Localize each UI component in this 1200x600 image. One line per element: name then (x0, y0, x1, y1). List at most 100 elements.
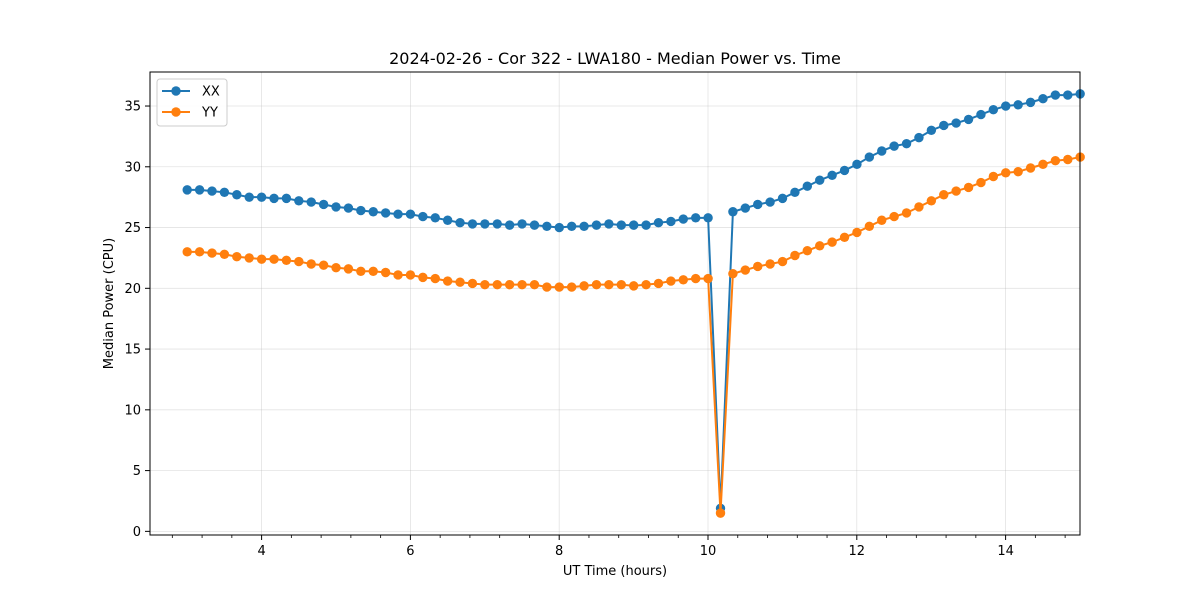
x-tick-label: 6 (406, 544, 414, 559)
data-point (802, 181, 813, 191)
data-point (256, 254, 267, 264)
data-point (380, 208, 391, 218)
data-point (1025, 163, 1036, 173)
data-point (207, 248, 217, 258)
data-point (269, 254, 279, 264)
y-tick-label: 0 (133, 525, 141, 540)
data-point (430, 273, 440, 284)
data-point (988, 171, 999, 182)
data-point (418, 211, 428, 222)
data-point (219, 187, 230, 198)
data-point (740, 265, 751, 275)
y-tick-label: 30 (124, 160, 141, 175)
data-point (802, 245, 813, 256)
data-point (901, 139, 912, 149)
y-tick-label: 20 (124, 282, 141, 297)
data-point (777, 256, 788, 267)
data-point (988, 104, 999, 115)
data-point (356, 266, 366, 276)
data-point (951, 186, 961, 196)
data-point (430, 213, 440, 223)
data-point (691, 213, 701, 223)
data-point (343, 264, 354, 274)
legend-label: XX (202, 85, 220, 100)
data-point (616, 279, 626, 290)
legend-entry-yy: YY (162, 106, 218, 121)
data-point (815, 175, 825, 185)
data-point (939, 190, 949, 200)
data-point (368, 266, 378, 276)
data-point (566, 282, 577, 292)
data-point (591, 220, 602, 230)
data-point (294, 256, 304, 267)
data-point (306, 197, 316, 207)
y-tick-label: 5 (133, 464, 141, 479)
data-point (765, 197, 775, 207)
data-point (232, 190, 242, 200)
data-point (492, 219, 502, 229)
data-point (306, 259, 316, 269)
data-point (877, 146, 887, 156)
y-tick-label: 15 (124, 343, 141, 358)
data-point (678, 214, 688, 224)
data-point (1063, 90, 1073, 100)
data-point (790, 187, 800, 198)
data-point (480, 219, 490, 229)
data-point (405, 270, 416, 280)
legend-marker (171, 107, 181, 117)
data-point (393, 270, 403, 280)
data-point (889, 211, 899, 222)
data-point (963, 114, 974, 125)
data-point (1001, 101, 1011, 111)
data-point (889, 141, 899, 151)
data-point (678, 275, 688, 285)
data-point (604, 279, 614, 290)
data-point (753, 199, 763, 210)
y-tick-label: 10 (124, 403, 141, 418)
data-point (1001, 168, 1011, 178)
data-point (1013, 100, 1023, 110)
data-point (939, 120, 949, 131)
data-point (914, 202, 924, 212)
data-point (418, 272, 428, 283)
data-point (343, 203, 354, 213)
data-point (790, 250, 800, 261)
data-point (269, 193, 279, 204)
data-point (244, 192, 254, 202)
data-point (877, 215, 887, 225)
data-point (517, 219, 527, 229)
data-point (703, 213, 713, 223)
data-point (566, 221, 577, 232)
data-point (1050, 90, 1061, 100)
y-tick-label: 25 (124, 221, 141, 236)
data-point (653, 278, 664, 289)
data-point (728, 269, 738, 279)
data-point (827, 170, 837, 180)
data-point (182, 185, 192, 195)
data-point (182, 247, 192, 257)
data-point (331, 202, 341, 212)
data-point (951, 118, 961, 128)
data-point (777, 193, 788, 204)
data-point (504, 220, 515, 230)
data-point (517, 279, 527, 290)
y-axis-label: Median Power (CPU) (102, 238, 117, 369)
x-tick-label: 8 (555, 544, 563, 559)
x-tick-label: 4 (257, 544, 265, 559)
series-yy (182, 152, 1085, 518)
data-point (976, 177, 986, 188)
data-point (827, 237, 837, 247)
data-point (926, 196, 937, 206)
data-point (852, 159, 862, 170)
data-point (318, 260, 329, 270)
legend: XX YY (156, 78, 228, 127)
data-point (815, 241, 825, 251)
data-point (901, 208, 912, 218)
data-point (281, 193, 292, 204)
data-point (666, 216, 676, 227)
data-point (963, 182, 974, 193)
x-tick-label: 14 (997, 544, 1014, 559)
data-point (281, 255, 292, 266)
data-point (666, 276, 676, 286)
data-point (455, 277, 465, 287)
